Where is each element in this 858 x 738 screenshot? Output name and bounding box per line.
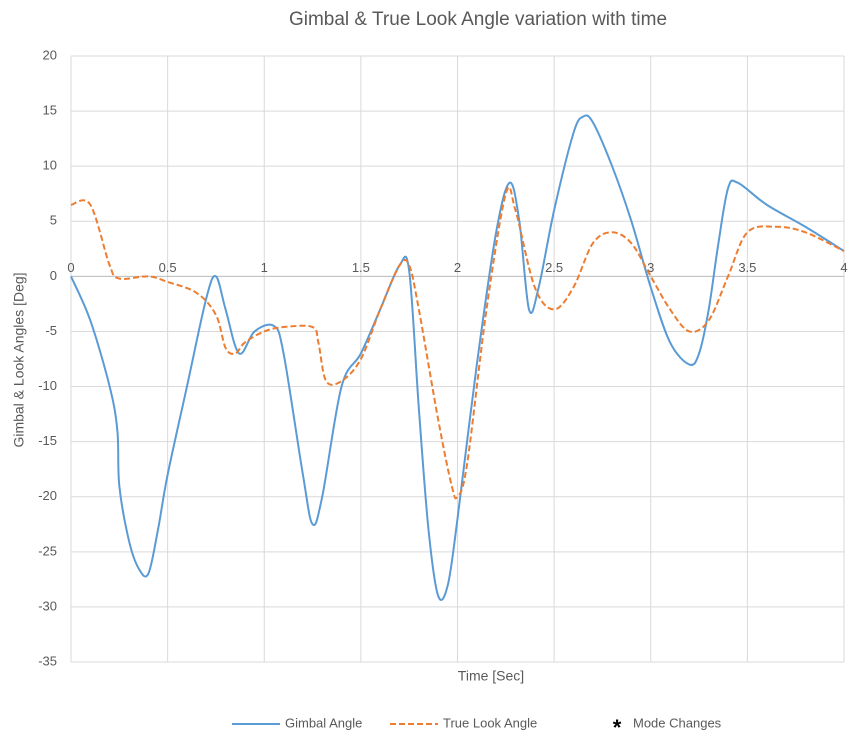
y-tick-label: -5 [45, 323, 57, 338]
y-axis-title: Gimbal & Look Angles [Deg] [11, 272, 27, 447]
y-tick-label: 15 [43, 103, 57, 118]
y-tick-label: -25 [38, 543, 57, 558]
x-tick-label: 3 [647, 260, 654, 275]
x-tick-label: 2 [454, 260, 461, 275]
legend-label: True Look Angle [443, 715, 537, 730]
x-tick-label: 1 [261, 260, 268, 275]
x-tick-label: 2.5 [545, 260, 563, 275]
series-line [70, 186, 845, 500]
legend-marker: * [613, 715, 622, 738]
y-tick-label: -10 [38, 378, 57, 393]
y-tick-label: 0 [50, 268, 57, 283]
x-axis-title: Time [Sec] [458, 668, 524, 684]
series-line [70, 114, 845, 601]
x-tick-label: 0.5 [159, 260, 177, 275]
x-tick-label: 0 [67, 260, 74, 275]
y-tick-label: -15 [38, 433, 57, 448]
x-tick-label: 1.5 [352, 260, 370, 275]
y-tick-label: 5 [50, 213, 57, 228]
legend-label: Mode Changes [633, 715, 722, 730]
y-tick-label: -35 [38, 653, 57, 668]
y-tick-label: 20 [43, 47, 57, 62]
legend-label: Gimbal Angle [285, 715, 362, 730]
y-tick-label: -30 [38, 598, 57, 613]
y-tick-label: -20 [38, 488, 57, 503]
y-tick-label: 10 [43, 158, 57, 173]
chart-title: Gimbal & True Look Angle variation with … [289, 9, 667, 30]
x-tick-label: 4 [840, 260, 847, 275]
x-tick-label: 3.5 [738, 260, 756, 275]
